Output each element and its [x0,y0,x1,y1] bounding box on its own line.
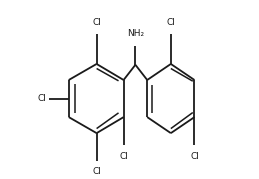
Text: Cl: Cl [190,152,199,161]
Text: Cl: Cl [38,94,47,103]
Text: Cl: Cl [92,18,101,27]
Text: Cl: Cl [92,167,101,176]
Text: Cl: Cl [166,18,175,27]
Text: Cl: Cl [119,152,128,161]
Text: NH₂: NH₂ [127,29,144,38]
